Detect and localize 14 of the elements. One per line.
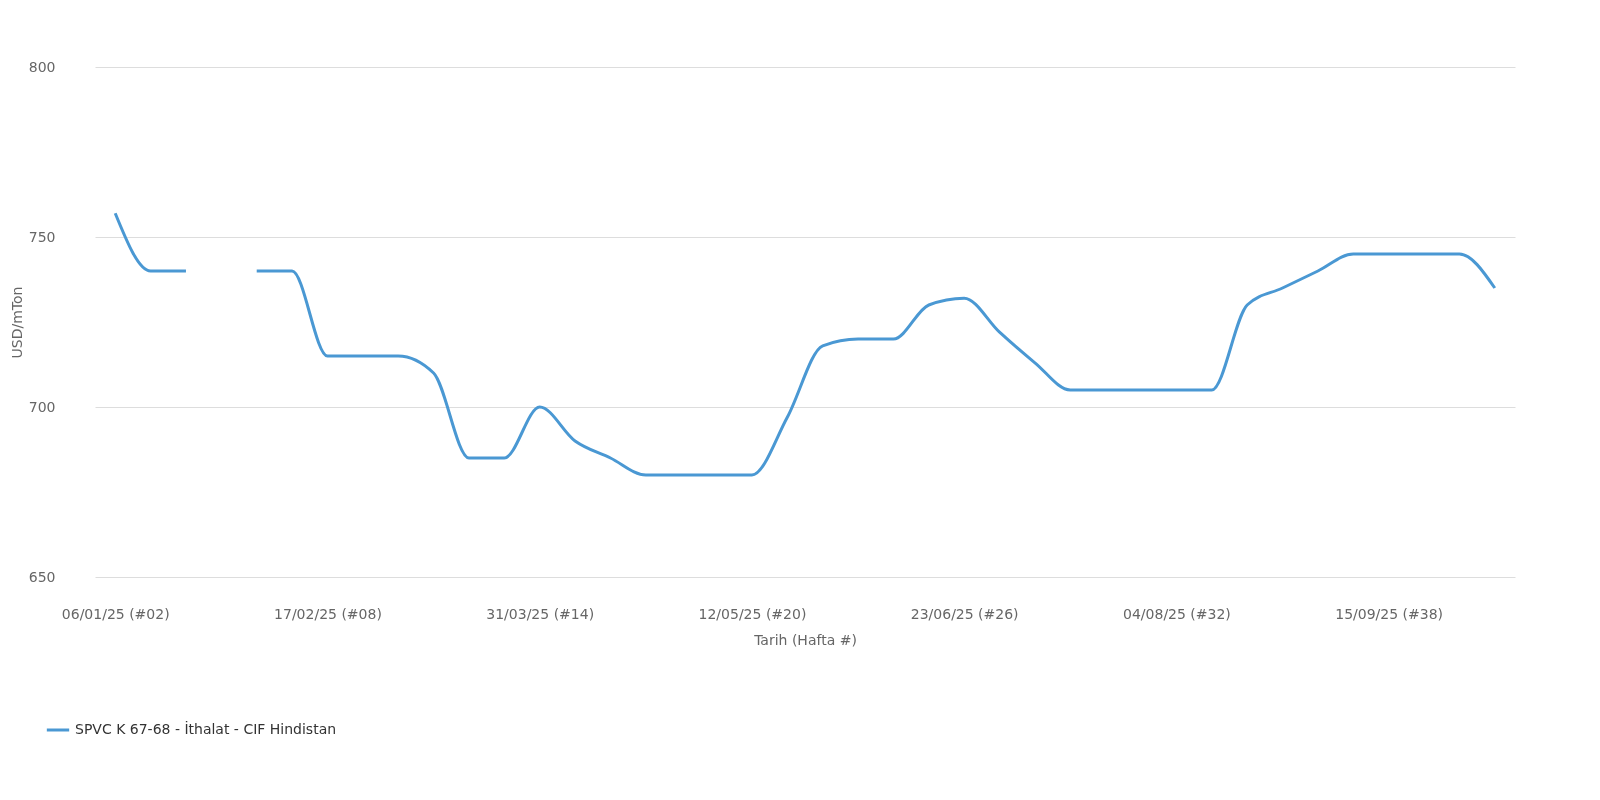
x-tick-label: 17/02/25 (#08) (274, 605, 382, 622)
y-tick-label: 700 (28, 398, 56, 415)
x-tick-label: 12/05/25 (#20) (698, 605, 807, 622)
y-tick-label: 800 (28, 58, 56, 75)
y-axis-title: USD/mTon (8, 286, 25, 359)
x-tick-label: 15/09/25 (#38) (1335, 605, 1444, 622)
x-tick-label: 06/01/25 (#02) (61, 605, 170, 622)
x-tick-label: 23/06/25 (#26) (910, 605, 1019, 622)
y-tick-label: 650 (28, 568, 56, 585)
x-axis-title: Tarih (Hafta #) (753, 631, 857, 648)
x-tick-label: 31/03/25 (#14) (486, 605, 595, 622)
x-tick-label: 04/08/25 (#32) (1123, 605, 1231, 622)
y-tick-label: 750 (28, 228, 56, 245)
legend-label: SPVC K 67-68 - İthalat - CIF Hindistan (75, 720, 337, 737)
